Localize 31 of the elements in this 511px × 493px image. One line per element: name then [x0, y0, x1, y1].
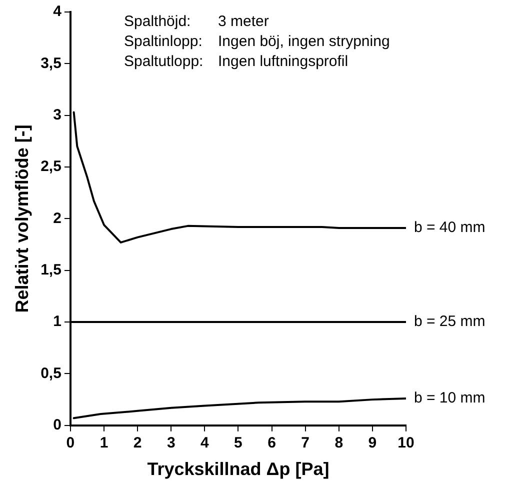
- annotation: Spaltinlopp:: [124, 33, 202, 50]
- y-axis-title: Relativt volymflöde [-]: [12, 124, 32, 313]
- y-tick-label: 2,5: [40, 158, 62, 176]
- y-tick-label: 0,5: [40, 364, 62, 382]
- series-label: b = 25 mm: [414, 313, 486, 330]
- x-tick-label: 8: [334, 434, 344, 452]
- annotation: Spalthöjd:: [124, 13, 191, 30]
- y-tick-label: 2: [53, 210, 62, 227]
- y-tick-label: 4: [53, 3, 62, 20]
- y-tick-label: 1,5: [40, 262, 62, 279]
- annotation: 3 meter: [218, 13, 269, 30]
- y-tick-label: 3: [53, 106, 62, 124]
- x-tick-label: 3: [166, 434, 176, 452]
- x-tick-label: 0: [66, 434, 75, 452]
- x-axis-title: Tryckskillnad Δp [Pa]: [147, 459, 330, 480]
- series-label: b = 40 mm: [414, 219, 486, 236]
- series-label: b = 10 mm: [414, 390, 486, 407]
- x-tick-label: 9: [368, 434, 377, 452]
- x-tick-label: 2: [133, 434, 142, 452]
- y-tick-label: 0: [53, 416, 62, 434]
- annotation: Spaltutlopp:: [124, 53, 204, 70]
- y-tick-label: 3,5: [40, 54, 62, 72]
- x-tick-label: 7: [301, 434, 310, 452]
- x-tick-label: 5: [234, 434, 242, 452]
- annotation: Ingen luftningsprofil: [218, 53, 348, 70]
- x-tick-label: 10: [398, 434, 414, 452]
- x-tick-label: 1: [100, 434, 108, 452]
- x-tick-label: 6: [268, 434, 276, 452]
- y-tick-label: 1: [53, 313, 62, 330]
- annotation: Ingen böj, ingen strypning: [218, 33, 390, 50]
- x-tick-label: 4: [200, 434, 210, 452]
